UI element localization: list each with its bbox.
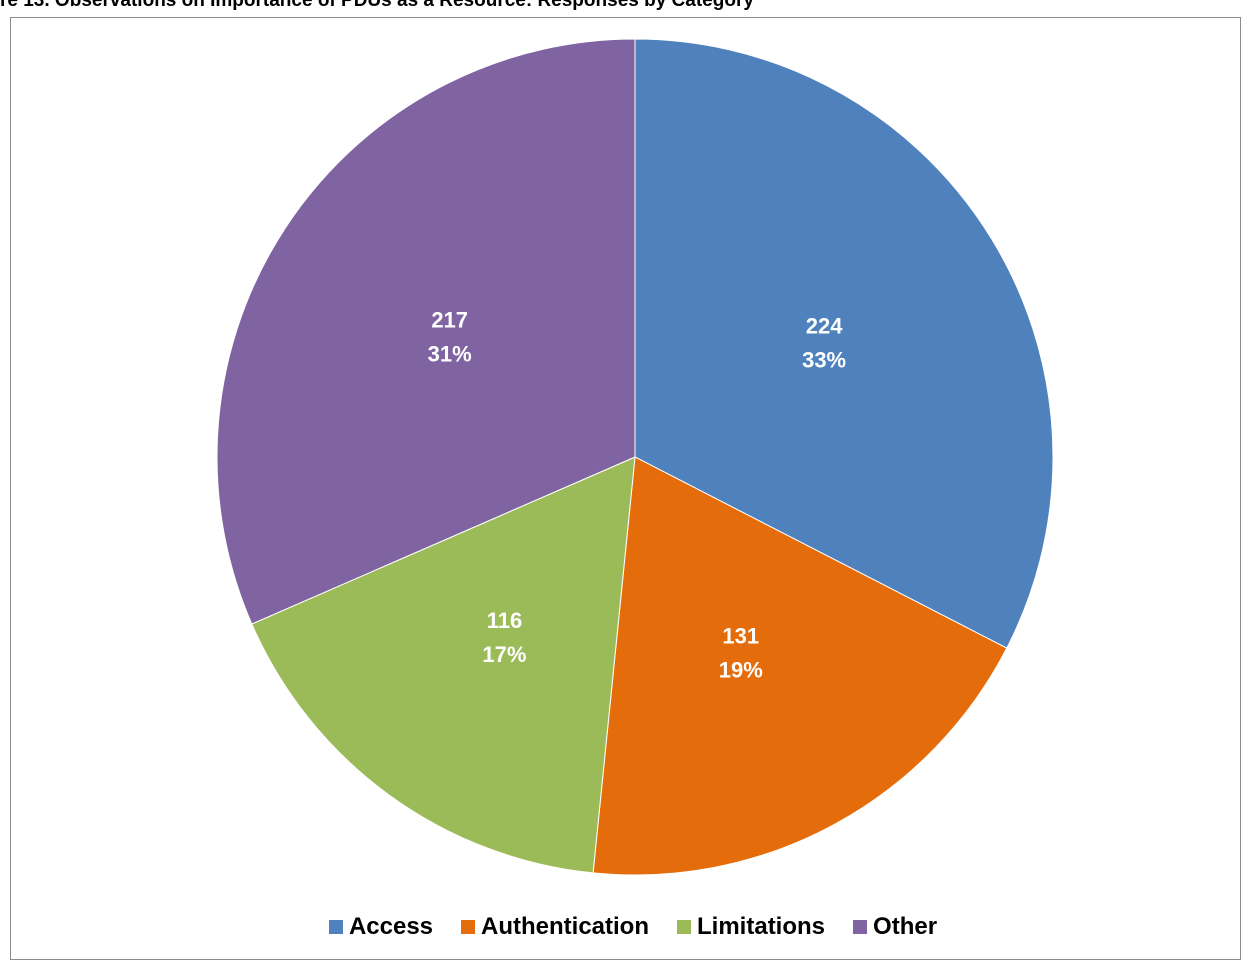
legend-label-other: Other [873, 913, 938, 940]
legend-label-access: Access [348, 913, 434, 940]
legend-item-limitations: Limitations [677, 913, 825, 941]
data-label-value-access: 224 [806, 314, 843, 339]
legend-swatch-access [328, 920, 343, 934]
chart-legend: Access Authentication Limitations Other [0, 913, 1248, 941]
legend-swatch-authentication [461, 920, 476, 934]
legend-swatch-limitations [677, 920, 692, 934]
pie-slice-authentication [592, 456, 1008, 876]
data-label-percent-limitations: 17% [482, 642, 526, 667]
pie-slice-limitations [251, 456, 636, 874]
data-label-value-authentication: 131 [722, 624, 759, 649]
legend-label-authentication: Authentication [481, 913, 650, 940]
data-label-percent-authentication: 19% [719, 658, 763, 683]
data-label-value-other: 217 [431, 308, 468, 333]
data-label-percent-access: 33% [802, 348, 846, 373]
legend-swatch-other [853, 920, 868, 934]
legend-item-other: Other [853, 913, 937, 941]
pie-slice-other [216, 38, 636, 625]
legend-label-limitations: Limitations [697, 913, 826, 940]
legend-item-access: Access [328, 913, 434, 941]
data-label-value-limitations: 116 [487, 608, 523, 633]
data-label-percent-other: 31% [428, 342, 472, 367]
chart-title: re 13. Observations on Importance of PDU… [0, 0, 754, 11]
legend-item-authentication: Authentication [461, 913, 649, 941]
pie-slice-access [634, 38, 1054, 649]
